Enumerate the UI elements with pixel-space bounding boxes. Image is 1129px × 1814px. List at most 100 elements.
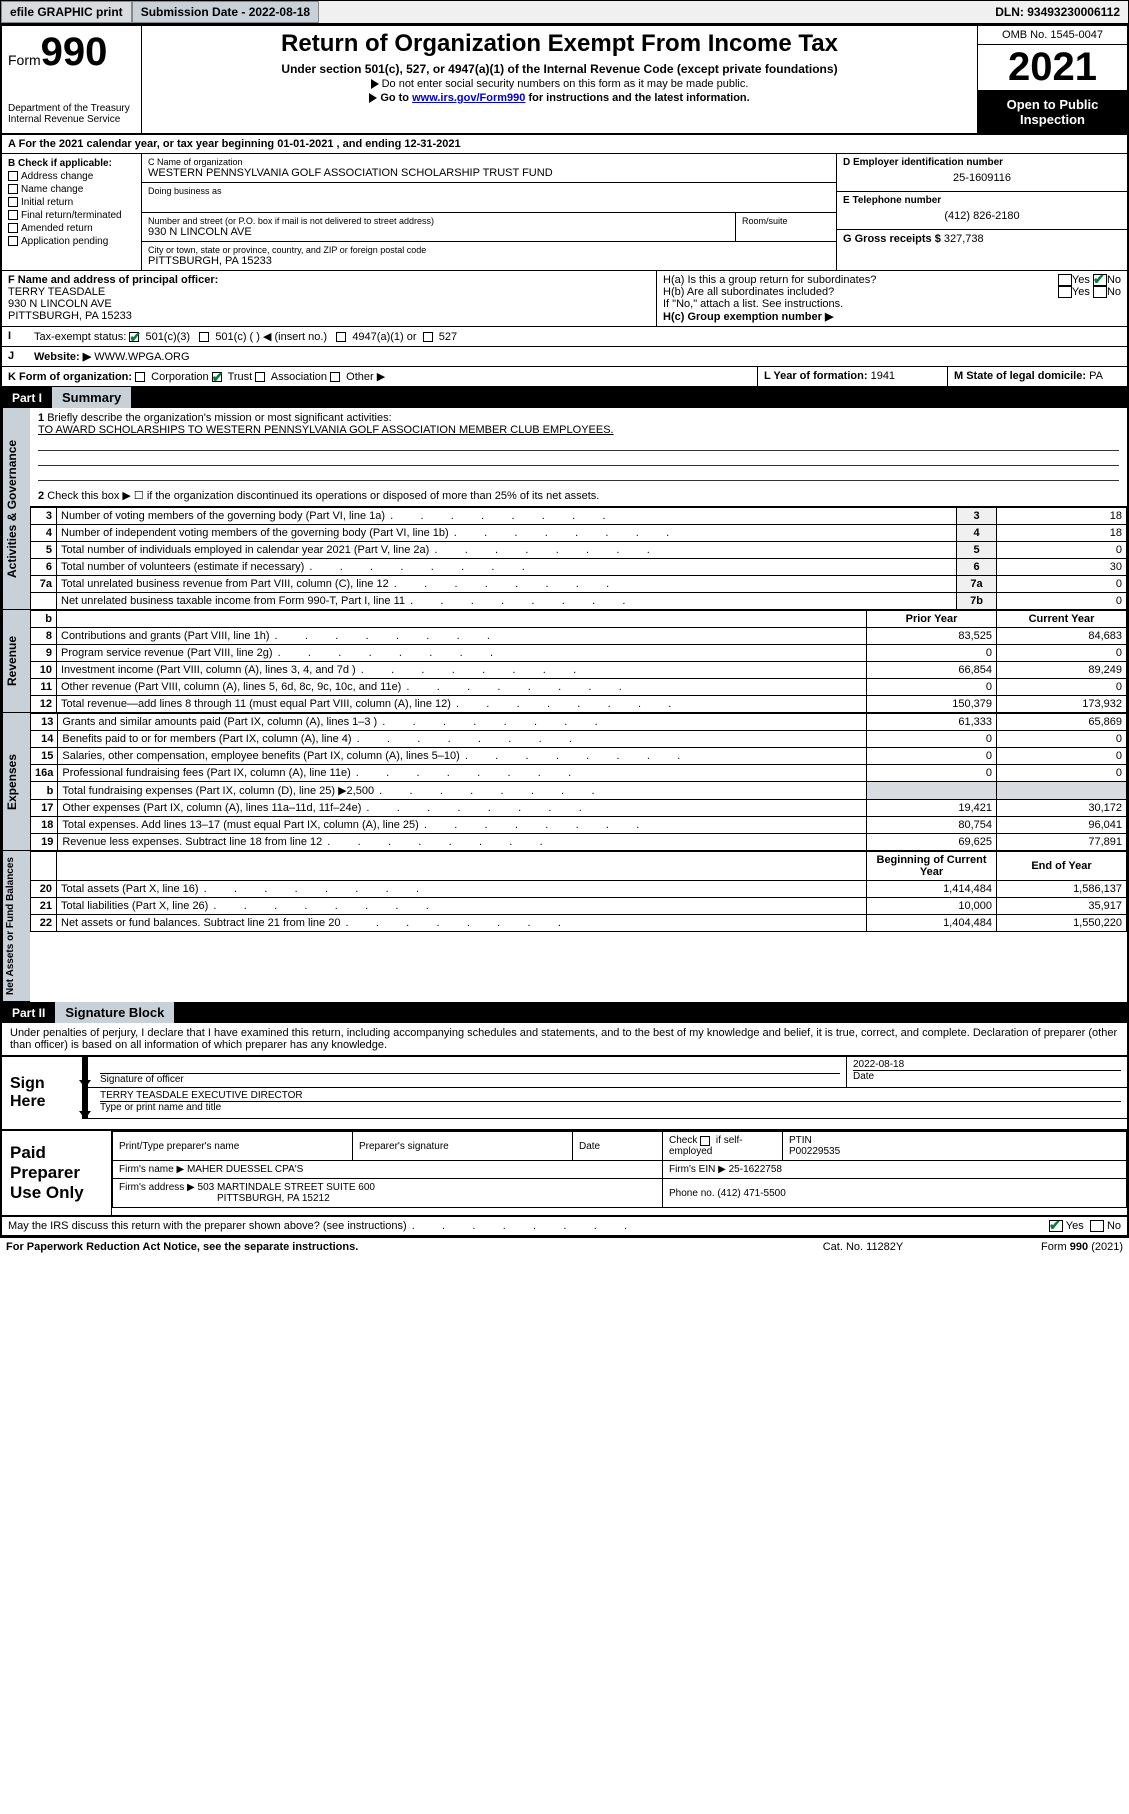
website-value: WWW.WPGA.ORG [94, 351, 189, 363]
arrow-icon [82, 1057, 88, 1087]
firm-addr2: PITTSBURGH, PA 15212 [119, 1193, 656, 1204]
line-num: 15 [31, 748, 58, 765]
line-num: 10 [31, 662, 57, 679]
checkbox[interactable] [1058, 274, 1072, 286]
irs-link[interactable]: www.irs.gov/Form990 [412, 92, 525, 104]
street-label: Number and street (or P.O. box if mail i… [148, 216, 729, 226]
city-state-zip: PITTSBURGH, PA 15233 [148, 255, 830, 267]
checkbox[interactable] [255, 372, 265, 382]
row-a-tax-year: A For the 2021 calendar year, or tax yea… [2, 135, 1127, 154]
firm-addr1: 503 MARTINDALE STREET SUITE 600 [198, 1182, 375, 1193]
dln: DLN: 93493230006112 [987, 2, 1128, 22]
mission-text: TO AWARD SCHOLARSHIPS TO WESTERN PENNSYL… [38, 424, 1119, 436]
current-value: 84,683 [997, 628, 1127, 645]
firm-ein: 25-1622758 [729, 1164, 782, 1175]
checkbox-checked[interactable] [1093, 274, 1107, 286]
checkbox-checked[interactable] [1049, 1220, 1063, 1232]
firm-ein-label: Firm's EIN ▶ [669, 1164, 726, 1175]
h-note: If "No," attach a list. See instructions… [663, 298, 1121, 310]
checkbox[interactable] [1058, 286, 1072, 298]
officer-name: TERRY TEASDALE [8, 286, 650, 298]
line-value: 18 [997, 525, 1127, 542]
org-name-label: C Name of organization [148, 157, 830, 167]
checkbox[interactable] [8, 171, 18, 181]
section-d-e-g: D Employer identification number 25-1609… [837, 154, 1127, 270]
officer-city: PITTSBURGH, PA 15233 [8, 310, 650, 322]
checkbox[interactable] [8, 236, 18, 246]
line-box: 7b [957, 593, 997, 610]
no-label: No [1107, 274, 1121, 286]
name-title-label: Type or print name and title [100, 1101, 1121, 1113]
checkbox[interactable] [8, 197, 18, 207]
phone-value: (412) 471-5500 [717, 1188, 785, 1199]
line-text: Total revenue—add lines 8 through 11 (mu… [57, 696, 867, 713]
current-value: 89,249 [997, 662, 1127, 679]
prior-value: 61,333 [867, 714, 997, 731]
checkbox[interactable] [199, 332, 209, 342]
section-b-label: B Check if applicable: [8, 158, 135, 169]
current-value: 96,041 [997, 817, 1127, 834]
checkbox[interactable] [1090, 1220, 1104, 1232]
chk-final-return: Final return/terminated [21, 210, 122, 221]
officer-label: F Name and address of principal officer: [8, 274, 650, 286]
checkbox[interactable] [336, 332, 346, 342]
line-num: 13 [31, 714, 58, 731]
gross-receipts-value: 327,738 [944, 233, 984, 245]
current-value: 0 [997, 645, 1127, 662]
line-text: Benefits paid to or for members (Part IX… [58, 731, 867, 748]
header-right: OMB No. 1545-0047 2021 Open to Public In… [977, 26, 1127, 133]
line-text: Total liabilities (Part X, line 26) [57, 898, 867, 915]
expenses-table: 13 Grants and similar amounts paid (Part… [30, 713, 1127, 851]
section-c: C Name of organization WESTERN PENNSYLVA… [142, 154, 837, 270]
prior-value: 0 [867, 765, 997, 782]
checkbox-checked[interactable] [212, 372, 222, 382]
line-box: 5 [957, 542, 997, 559]
line-text: Total expenses. Add lines 13–17 (must eq… [58, 817, 867, 834]
dba-label: Doing business as [148, 186, 830, 196]
efile-print-button[interactable]: efile GRAPHIC print [1, 1, 132, 23]
blank [57, 611, 867, 628]
col-hdr: End of Year [997, 852, 1127, 881]
checkbox-checked[interactable] [129, 332, 139, 342]
current-value: 1,586,137 [997, 881, 1127, 898]
checkbox[interactable] [135, 372, 145, 382]
current-value: 0 [997, 748, 1127, 765]
line-text: Investment income (Part VIII, column (A)… [57, 662, 867, 679]
checkbox[interactable] [700, 1136, 710, 1146]
col-hdr: Prior Year [867, 611, 997, 628]
line-num: b [31, 611, 57, 628]
hb-label: H(b) Are all subordinates included? [663, 286, 834, 298]
current-value: 35,917 [997, 898, 1127, 915]
line-box: 7a [957, 576, 997, 593]
gross-receipts-label: G Gross receipts $ [843, 233, 941, 245]
checkbox[interactable] [8, 210, 18, 220]
header-left: Form990 Department of the Treasury Inter… [2, 26, 142, 133]
checkbox[interactable] [8, 223, 18, 233]
current-value: 77,891 [997, 834, 1127, 851]
current-value: 1,550,220 [997, 915, 1127, 932]
section-j: J Website: ▶ WWW.WPGA.ORG [2, 346, 1127, 366]
prior-value: 19,421 [867, 800, 997, 817]
line-value: 0 [997, 542, 1127, 559]
section-h: H(a) Is this a group return for subordin… [657, 271, 1127, 326]
checkbox[interactable] [8, 184, 18, 194]
checkbox[interactable] [330, 372, 340, 382]
line-text: Other revenue (Part VIII, column (A), li… [57, 679, 867, 696]
prior-value: 66,854 [867, 662, 997, 679]
top-toolbar: efile GRAPHIC print Submission Date - 20… [0, 0, 1129, 24]
current-value: 30,172 [997, 800, 1127, 817]
col-hdr: Current Year [997, 611, 1127, 628]
year-formation-value: 1941 [871, 370, 895, 382]
line-box: 4 [957, 525, 997, 542]
opt-assoc: Association [271, 371, 327, 383]
part-ii-num: Part II [2, 1003, 55, 1023]
governance-table: 3 Number of voting members of the govern… [30, 507, 1127, 610]
prior-value [867, 782, 997, 800]
checkbox[interactable] [423, 332, 433, 342]
line-num: 17 [31, 800, 58, 817]
irs-label: Internal Revenue Service [8, 114, 135, 125]
prior-value: 80,754 [867, 817, 997, 834]
section-k-l-m: K Form of organization: Corporation Trus… [2, 366, 1127, 387]
line-num: 8 [31, 628, 57, 645]
form-of-org-label: K Form of organization: [8, 371, 132, 383]
